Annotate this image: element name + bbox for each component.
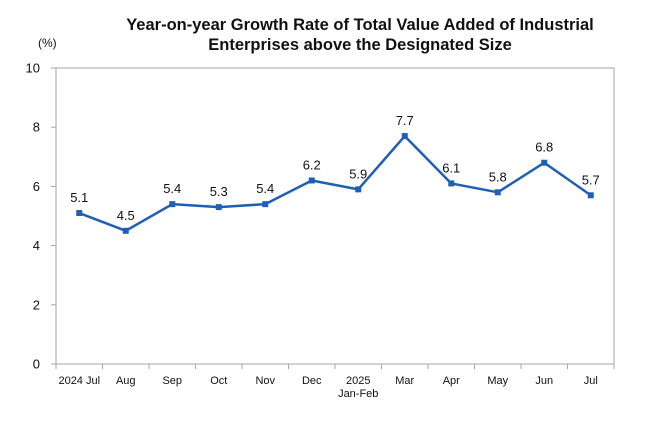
data-label: 6.8 (535, 140, 553, 155)
data-label: 6.2 (303, 157, 321, 172)
y-tick-label: 6 (33, 179, 40, 194)
y-tick-label: 2 (33, 297, 40, 312)
data-label: 5.4 (163, 181, 181, 196)
data-label: 6.1 (442, 160, 460, 175)
data-point (76, 210, 83, 217)
x-tick-label: Nov (255, 375, 275, 387)
data-label: 5.1 (70, 190, 88, 205)
x-tick-label: Mar (395, 375, 414, 387)
x-tick-label: Jun (535, 375, 553, 387)
x-tick-label: May (487, 375, 508, 387)
data-point (494, 189, 501, 196)
series-line (78, 134, 592, 233)
plot-frame (55, 67, 615, 365)
y-tick-label: 0 (33, 357, 40, 372)
data-point (448, 180, 455, 187)
data-label: 5.9 (349, 166, 367, 181)
data-label: 5.4 (256, 181, 274, 196)
data-point (122, 227, 129, 234)
data-point (541, 159, 548, 166)
x-tick-label: Apr (443, 375, 460, 387)
data-label: 4.5 (117, 208, 135, 223)
data-labels: 5.1 4.5 5.4 5.3 5.4 6.2 5.9 7.7 6.1 5.8 6.8 5.7 (70, 113, 600, 223)
series-markers (76, 133, 594, 234)
y-axis-ticks: 0 2 4 6 8 10 (26, 61, 56, 372)
data-point (262, 201, 269, 208)
data-point (308, 177, 315, 184)
y-axis-unit-label: (%) (38, 36, 57, 50)
y-tick-label: 8 (33, 120, 40, 135)
data-point (215, 204, 222, 211)
x-tick-label: 2024 Jul (58, 375, 100, 387)
x-tick-label: Aug (116, 375, 136, 387)
data-point (587, 192, 594, 199)
y-tick-label: 10 (26, 61, 40, 76)
x-tick-label: Jan-Feb (338, 388, 378, 400)
chart-title-line-2: Enterprises above the Designated Size (208, 36, 512, 54)
data-point (355, 186, 362, 193)
y-tick-label: 4 (33, 238, 40, 253)
data-label: 5.7 (582, 172, 600, 187)
data-point (169, 201, 176, 208)
data-point (401, 133, 408, 140)
x-tick-label: 2025 (346, 375, 370, 387)
data-label: 7.7 (396, 113, 414, 128)
x-tick-label: Oct (210, 375, 227, 387)
x-tick-label: Dec (302, 375, 322, 387)
chart-title-line-1: Year-on-year Growth Rate of Total Value … (126, 16, 594, 34)
data-label: 5.3 (210, 184, 228, 199)
x-tick-label: Jul (584, 375, 598, 387)
x-tick-label: Sep (162, 375, 182, 387)
data-label: 5.8 (489, 169, 507, 184)
